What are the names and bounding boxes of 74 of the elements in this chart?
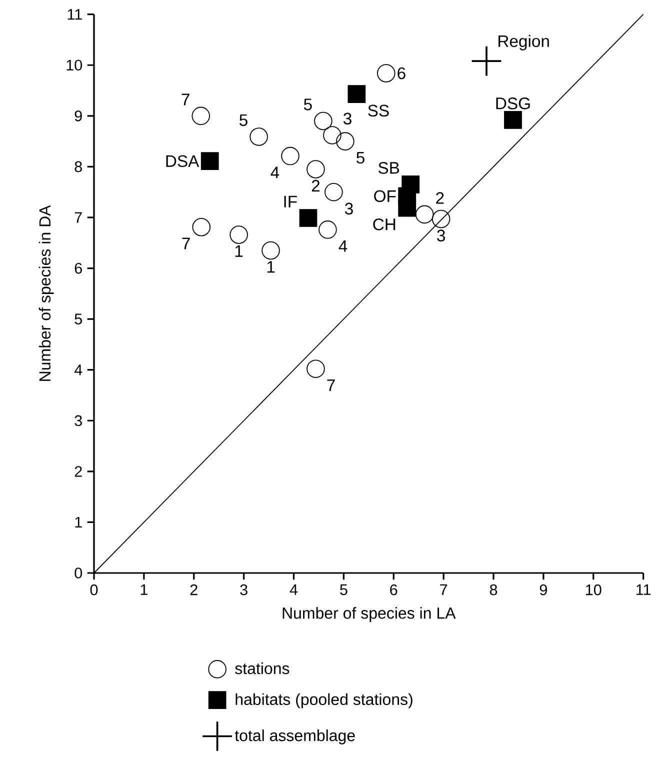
annotation: IF xyxy=(284,196,297,208)
point xyxy=(323,126,342,144)
y-tick-label: 2 xyxy=(74,466,82,477)
point xyxy=(415,205,434,224)
point xyxy=(398,198,416,217)
annotation: 1 xyxy=(235,245,243,257)
point xyxy=(230,226,248,244)
y-tick-label: 5 xyxy=(74,314,82,324)
annotation: 4 xyxy=(270,166,280,178)
point xyxy=(250,128,268,146)
point xyxy=(348,85,366,104)
point xyxy=(192,218,211,236)
annotation: 2 xyxy=(436,192,444,204)
x-tick-label: 10 xyxy=(586,584,602,596)
annotation: 7 xyxy=(327,380,335,391)
y-tick-label: 9 xyxy=(74,110,82,122)
point xyxy=(200,152,219,170)
annotation: 3 xyxy=(437,230,445,242)
annotation: 3 xyxy=(344,112,352,125)
x-tick-label: 11 xyxy=(636,584,651,595)
point xyxy=(281,146,300,166)
y-tick-label: 1 xyxy=(75,516,82,528)
y-tick-label: 11 xyxy=(68,9,82,20)
y-tick-label: 0 xyxy=(74,568,82,578)
annotation: DSA xyxy=(166,155,200,168)
annotation: 6 xyxy=(398,67,406,80)
y-axis-title: Number of species in DA xyxy=(38,205,54,381)
annotation: DSG xyxy=(496,98,530,110)
annotation: SS xyxy=(368,104,389,117)
y-tick-label: 10 xyxy=(66,60,82,71)
x-tick-label: 5 xyxy=(340,584,348,596)
point xyxy=(432,210,450,228)
x-tick-label: 1 xyxy=(140,584,148,595)
annotation: 3 xyxy=(345,202,353,215)
point xyxy=(377,64,396,82)
legend-label: habitats (pooled stations) xyxy=(236,693,412,708)
point xyxy=(314,112,332,130)
x-tick-label: 0 xyxy=(90,584,98,596)
annotation: OF xyxy=(374,190,396,202)
annotation: 4 xyxy=(338,240,348,252)
annotation: Region xyxy=(498,34,549,50)
point xyxy=(318,220,337,239)
point xyxy=(306,360,325,378)
point xyxy=(336,132,354,150)
point xyxy=(504,111,522,129)
annotation: 5 xyxy=(356,152,364,164)
x-tick-label: 8 xyxy=(490,584,498,596)
x-tick-label: 3 xyxy=(240,584,248,596)
annotation: 5 xyxy=(304,98,312,110)
x-tick-label: 4 xyxy=(290,584,298,595)
x-tick-label: 2 xyxy=(190,584,198,596)
x-tick-label: 7 xyxy=(440,584,448,595)
annotation: 2 xyxy=(312,180,320,192)
annotation: 7 xyxy=(182,238,190,250)
point xyxy=(299,209,318,227)
point xyxy=(262,241,280,260)
annotation: 5 xyxy=(240,114,248,126)
annotation: 7 xyxy=(182,94,190,106)
annotation: CH xyxy=(373,218,396,230)
x-tick-label: 9 xyxy=(540,584,547,596)
point xyxy=(324,182,343,202)
annotation: SB xyxy=(378,162,400,174)
legend-label: stations xyxy=(235,662,290,674)
point xyxy=(192,106,210,126)
x-tick-label: 6 xyxy=(390,584,398,596)
y-tick-label: 3 xyxy=(74,415,82,426)
y-tick-label: 6 xyxy=(74,262,82,274)
x-axis-title: Number of species in LA xyxy=(282,607,456,622)
point xyxy=(306,160,325,178)
annotation: 1 xyxy=(267,261,275,273)
legend-label: total assemblage xyxy=(234,729,355,744)
y-tick-label: 4 xyxy=(74,364,82,376)
y-tick-label: 7 xyxy=(74,212,82,223)
y-tick-label: 8 xyxy=(74,161,82,172)
